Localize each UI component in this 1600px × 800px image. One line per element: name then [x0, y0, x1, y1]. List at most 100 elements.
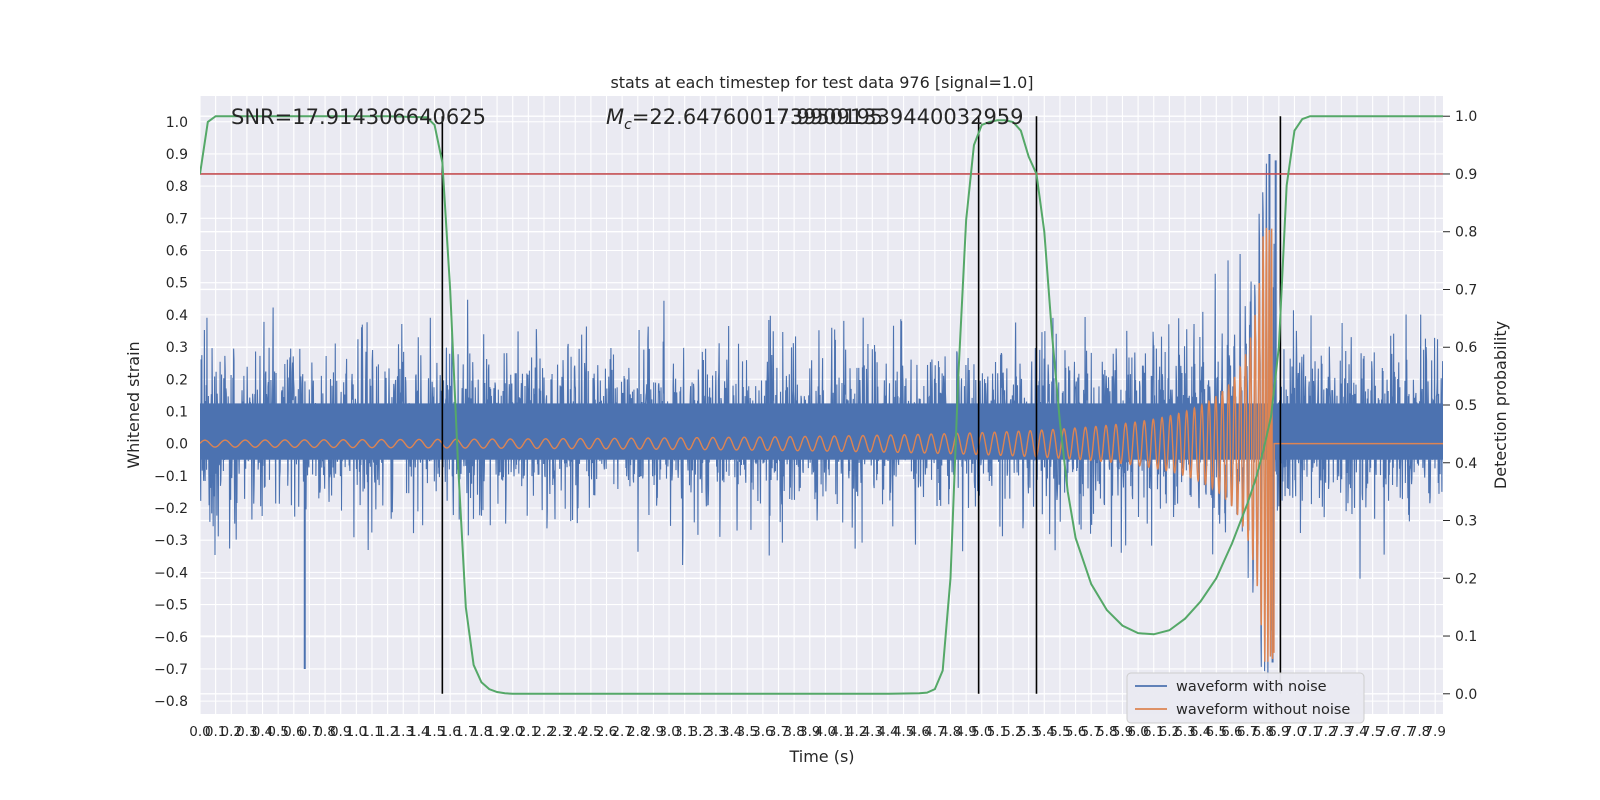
x-tick-label: 7.7 — [1393, 724, 1414, 740]
x-tick-label: 6.3 — [1174, 724, 1195, 740]
x-tick-label: 3.4 — [721, 724, 742, 740]
y-tick-label: 0.2 — [166, 372, 188, 388]
y-right-tick-label: 0.8 — [1455, 225, 1477, 241]
x-tick-label: 4.1 — [830, 724, 851, 740]
y-tick-label: −0.6 — [154, 630, 188, 646]
x-tick-label: 0.1 — [205, 724, 226, 740]
x-tick-label: 7.6 — [1378, 724, 1399, 740]
x-tick-label: 2.3 — [549, 724, 570, 740]
x-tick-label: 3.1 — [674, 724, 695, 740]
x-tick-label: 6.7 — [1237, 724, 1258, 740]
x-tick-label: 6.4 — [1190, 724, 1211, 740]
x-tick-label: 0.4 — [252, 724, 273, 740]
mc-subscript: c — [624, 117, 632, 133]
y-right-tick-label: 0.3 — [1455, 514, 1477, 530]
x-tick-label: 0.9 — [330, 724, 351, 740]
x-tick-label: 4.0 — [815, 724, 836, 740]
x-tick-label: 1.1 — [361, 724, 382, 740]
x-tick-label: 5.0 — [971, 724, 992, 740]
x-tick-label: 4.7 — [924, 724, 945, 740]
y-right-axis-ticks: 1.0 0.9 0.8 0.7 0.6 0.5 0.4 0.3 0.2 0.1 0.0 — [1443, 109, 1477, 703]
x-tick-label: 0.5 — [267, 724, 288, 740]
y-right-axis-label: Detection probability — [1491, 321, 1510, 489]
x-tick-label: 1.8 — [471, 724, 492, 740]
x-tick-label: 7.4 — [1346, 724, 1367, 740]
x-tick-label: 2.0 — [502, 724, 523, 740]
plot-area — [200, 115, 1443, 695]
y-tick-label: −0.4 — [154, 565, 188, 581]
x-tick-label: 5.8 — [1096, 724, 1117, 740]
x-tick-label: 4.2 — [846, 724, 867, 740]
x-tick-label: 4.3 — [862, 724, 883, 740]
x-tick-label: 3.7 — [768, 724, 789, 740]
x-tick-label: 5.1 — [987, 724, 1008, 740]
x-tick-label: 0.2 — [221, 724, 242, 740]
x-tick-label: 4.8 — [940, 724, 961, 740]
legend-label-clean: waveform without noise — [1176, 702, 1350, 718]
y-tick-label: 0.3 — [166, 340, 188, 356]
x-tick-label: 0.3 — [236, 724, 257, 740]
x-tick-label: 2.9 — [643, 724, 664, 740]
y-right-tick-label: 0.0 — [1455, 687, 1477, 703]
legend: waveform with noise waveform without noi… — [1126, 672, 1365, 724]
x-tick-label: 6.9 — [1268, 724, 1289, 740]
x-tick-label: 2.7 — [611, 724, 632, 740]
y-right-tick-label: 0.6 — [1455, 340, 1477, 356]
legend-box — [1126, 672, 1365, 724]
x-tick-label: 7.1 — [1299, 724, 1320, 740]
y-tick-label: −0.3 — [154, 533, 188, 549]
series-waveform-without-noise — [200, 227, 1443, 662]
x-tick-label: 6.5 — [1206, 724, 1227, 740]
x-tick-label: 1.7 — [455, 724, 476, 740]
series-detection-probability — [200, 115, 1443, 695]
y-right-tick-label: 0.2 — [1455, 571, 1477, 587]
y-tick-label: −0.2 — [154, 501, 188, 517]
mc-symbol: M — [606, 105, 624, 129]
x-tick-label: 1.5 — [424, 724, 445, 740]
x-tick-label: 0.7 — [299, 724, 320, 740]
x-tick-label: 5.2 — [1002, 724, 1023, 740]
x-tick-label: 5.9 — [1112, 724, 1133, 740]
y-right-tick-label: 0.4 — [1455, 456, 1477, 472]
y-tick-label: 0.0 — [166, 437, 188, 453]
y-tick-label: −0.7 — [154, 662, 188, 678]
x-tick-label: 4.4 — [877, 724, 898, 740]
x-tick-label: 7.0 — [1284, 724, 1305, 740]
x-tick-label: 1.0 — [346, 724, 367, 740]
y-tick-label: 0.8 — [166, 179, 188, 195]
y-right-tick-label: 0.5 — [1455, 398, 1477, 414]
y-tick-label: 1.0 — [166, 115, 188, 131]
y-tick-label: 0.4 — [166, 308, 188, 324]
x-tick-label: 7.9 — [1424, 724, 1445, 740]
x-tick-label: 1.6 — [439, 724, 460, 740]
y-tick-label: 0.7 — [166, 211, 188, 227]
x-tick-label: 3.2 — [690, 724, 711, 740]
x-tick-label: 3.3 — [705, 724, 726, 740]
x-tick-label: 5.3 — [1018, 724, 1039, 740]
x-tick-label: 7.8 — [1409, 724, 1430, 740]
y-tick-label: 0.1 — [166, 404, 188, 420]
x-tick-label: 5.5 — [1049, 724, 1070, 740]
y-right-tick-label: 0.9 — [1455, 167, 1477, 183]
chirp-trace — [200, 227, 1443, 662]
x-tick-label: 3.5 — [736, 724, 757, 740]
x-tick-label: 5.6 — [1065, 724, 1086, 740]
x-tick-label: 3.0 — [658, 724, 679, 740]
x-tick-label: 1.3 — [393, 724, 414, 740]
x-tick-label: 1.4 — [408, 724, 429, 740]
x-axis-ticks: 0.00.10.20.30.40.50.60.70.80.91.01.11.21… — [189, 724, 1446, 740]
y-axis-ticks: 1.0 0.9 0.8 0.7 0.6 0.5 0.4 0.3 0.2 0.1 0.0 −0.1 −0.… — [154, 115, 188, 710]
y-tick-label: 0.6 — [166, 244, 188, 260]
y-tick-label: 0.5 — [166, 276, 188, 292]
detection-boundary-lines — [441, 116, 1282, 694]
x-tick-label: 6.8 — [1252, 724, 1273, 740]
x-tick-label: 3.6 — [752, 724, 773, 740]
x-tick-label: 7.5 — [1362, 724, 1383, 740]
y-tick-label: −0.5 — [154, 598, 188, 614]
x-tick-label: 2.4 — [565, 724, 586, 740]
x-tick-label: 2.6 — [596, 724, 617, 740]
x-tick-label: 4.6 — [908, 724, 929, 740]
y-tick-label: −0.8 — [154, 694, 188, 710]
snr-annotation: SNR=17.914306640625 — [231, 105, 486, 129]
